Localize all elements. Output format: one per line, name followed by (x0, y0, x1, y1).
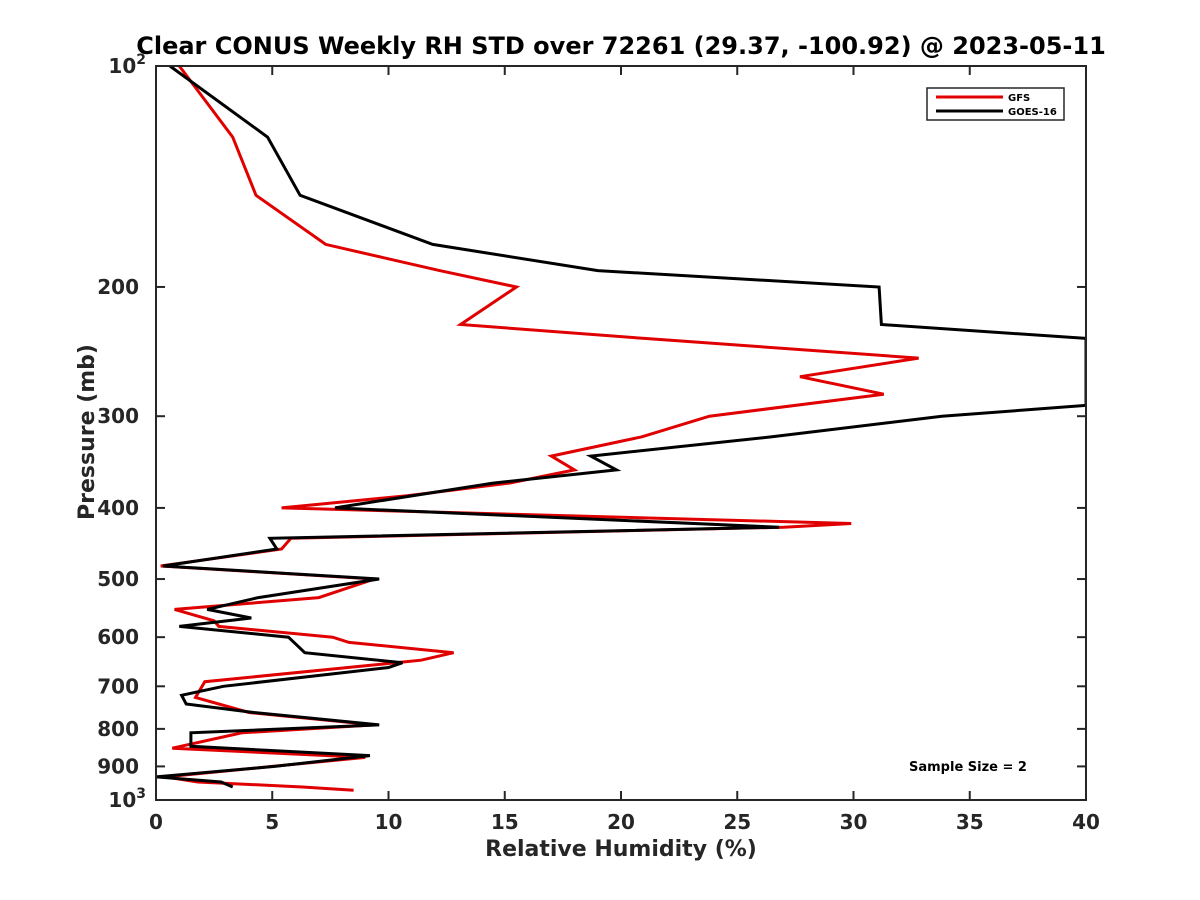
x-tick-label: 15 (491, 810, 519, 834)
y-tick-label: 102 (108, 52, 146, 78)
legend-box (926, 87, 1065, 121)
y-tick-label: 400 (97, 496, 139, 520)
x-tick-label: 35 (956, 810, 984, 834)
y-axis-label: Pressure (mb) (75, 344, 100, 520)
series-layer (156, 66, 1086, 792)
legend: GFS GOES-16 (926, 87, 1065, 121)
y-tick-label: 300 (97, 404, 139, 428)
y-tick-label: 103 (108, 786, 146, 812)
x-tick-label: 40 (1072, 810, 1100, 834)
y-tick-label: 500 (97, 567, 139, 591)
legend-label: GFS (1008, 93, 1030, 104)
x-tick-label: 25 (723, 810, 751, 834)
plot-area (155, 65, 1087, 801)
y-tick-label: 800 (97, 717, 139, 741)
x-axis-label: Relative Humidity (%) (485, 837, 757, 862)
y-axis: 102 200 300 400 500 600 700 800 900 103 (97, 52, 1086, 812)
chart-title: Clear CONUS Weekly RH STD over 72261 (29… (136, 32, 1106, 60)
x-tick-label: 5 (265, 810, 279, 834)
x-tick-label: 20 (607, 810, 635, 834)
legend-label: GOES-16 (1008, 107, 1057, 118)
x-tick-label: 10 (375, 810, 403, 834)
y-tick-label: 200 (97, 275, 139, 299)
series-line-goes-16 (156, 66, 1086, 789)
y-tick-label: 900 (97, 754, 139, 778)
y-tick-label: 700 (97, 674, 139, 698)
x-tick-label: 30 (840, 810, 868, 834)
x-axis: 0 5 10 15 20 25 30 35 40 (149, 66, 1100, 834)
y-tick-label: 600 (97, 625, 139, 649)
x-tick-label: 0 (149, 810, 163, 834)
sample-size-annotation: Sample Size = 2 (909, 760, 1027, 775)
plot-frame (155, 65, 1087, 801)
